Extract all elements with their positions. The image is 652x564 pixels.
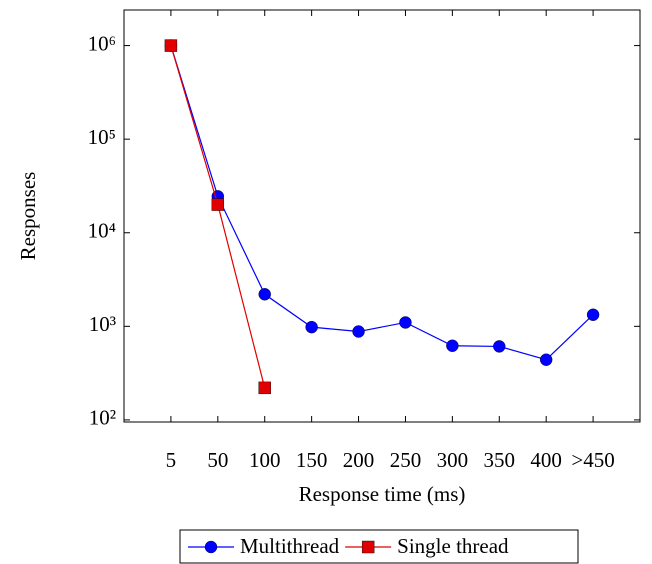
- x-tick-label: 100: [249, 448, 281, 472]
- plot-frame: [123, 9, 641, 423]
- data-point: [493, 340, 506, 353]
- y-tick-label: 10⁵: [88, 125, 116, 149]
- data-point: [446, 339, 459, 352]
- x-tick-label: 250: [390, 448, 422, 472]
- x-tick-label: 400: [530, 448, 562, 472]
- legend-marker: [361, 540, 375, 554]
- y-tick-label: 10²: [89, 406, 116, 430]
- data-point: [539, 353, 553, 366]
- data-point: [258, 381, 271, 395]
- data-point: [352, 325, 365, 338]
- legend-label: Multithread: [240, 534, 340, 558]
- data-point: [399, 316, 412, 329]
- y-tick-label: 10⁴: [88, 219, 116, 243]
- data-point: [164, 39, 178, 52]
- x-tick-label: 5: [166, 448, 177, 472]
- y-tick-label: 10³: [89, 312, 116, 336]
- data-point: [258, 288, 271, 301]
- x-tick-label: 350: [484, 448, 516, 472]
- data-point: [305, 320, 318, 334]
- series-line: [170, 45, 594, 361]
- data-point: [211, 198, 225, 211]
- x-tick-label: 50: [207, 448, 228, 472]
- y-axis-label: Responses: [16, 172, 40, 261]
- y-tick-label: 10⁶: [88, 31, 116, 55]
- series-line: [170, 45, 266, 389]
- x-tick-label: 300: [437, 448, 469, 472]
- data-point: [586, 308, 600, 321]
- x-tick-label: 200: [343, 448, 375, 472]
- legend-label: Single thread: [397, 534, 509, 558]
- legend-marker: [204, 540, 218, 554]
- x-tick-label: 150: [296, 448, 328, 472]
- x-axis-label: Response time (ms): [299, 482, 466, 506]
- x-tick-label: >450: [571, 448, 614, 472]
